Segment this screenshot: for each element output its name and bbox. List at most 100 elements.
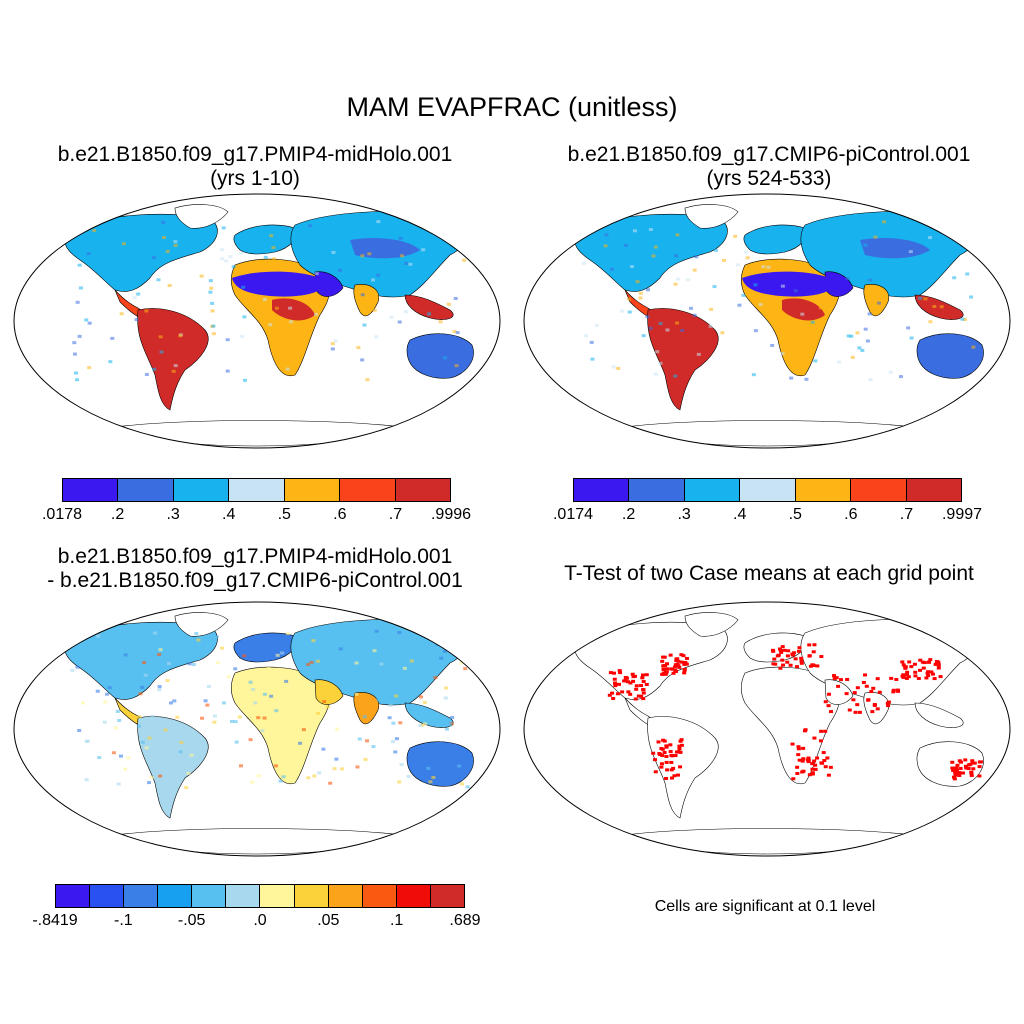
significant-cell [796, 753, 801, 757]
significant-cell [782, 648, 787, 652]
colorbar-tick-label: .2 [621, 506, 636, 523]
grid-cell [212, 714, 217, 718]
grid-cell [309, 660, 314, 664]
grid-cell [171, 369, 176, 373]
grid-cell [152, 367, 157, 371]
significant-cell [866, 698, 871, 702]
grid-cell [210, 301, 215, 305]
grid-cell [372, 649, 377, 653]
significant-cell [790, 652, 795, 656]
significant-cell [894, 677, 899, 681]
significant-cell [640, 676, 645, 680]
panel3-title-line1: b.e21.B1850.f09_g17.PMIP4-midHolo.001 [57, 545, 453, 568]
colorbar-tick-label: .1 [389, 912, 404, 929]
grid-cell [272, 257, 277, 261]
significant-cell [904, 673, 909, 677]
grid-cell [736, 263, 741, 267]
significant-cell [664, 776, 669, 780]
significant-cell [623, 678, 628, 682]
grid-cell [271, 246, 276, 250]
colorbar-swatch [226, 885, 261, 907]
grid-cell [360, 254, 365, 258]
grid-cell [334, 757, 339, 761]
significant-cell [673, 754, 678, 758]
significant-cell [617, 669, 622, 673]
grid-cell [376, 220, 381, 224]
grid-cell [107, 686, 112, 690]
grid-cell [857, 346, 862, 350]
significant-cell [936, 666, 941, 670]
significant-cell [607, 693, 612, 697]
grid-cell [399, 763, 404, 767]
significant-cell [806, 756, 811, 760]
significant-cell [608, 671, 613, 675]
grid-cell [448, 228, 453, 232]
grid-cell [780, 352, 785, 356]
grid-cell [203, 699, 208, 703]
land-northAmerica [64, 213, 218, 292]
grid-cell [308, 224, 313, 228]
colorbar-tick-label: .6 [333, 506, 347, 523]
grid-cell [184, 786, 189, 790]
significant-cell [822, 758, 827, 762]
significant-cell [852, 691, 857, 695]
land-northAmerica [64, 621, 218, 700]
significant-cell [929, 670, 934, 674]
grid-cell [123, 653, 128, 657]
grid-cell [92, 229, 97, 233]
grid-cell [87, 321, 92, 325]
grid-cell [136, 724, 141, 728]
colorbar-tick-label: .0174 [552, 506, 594, 523]
significant-cell [826, 773, 831, 777]
grid-cell [753, 329, 758, 333]
grid-cell [709, 307, 714, 311]
grid-cell [409, 659, 414, 663]
significant-cell [793, 657, 798, 661]
grid-cell [396, 254, 401, 258]
grid-cell [908, 250, 913, 254]
grid-cell [256, 716, 261, 720]
grid-cell [322, 700, 327, 704]
land-antarctica [109, 420, 411, 447]
grid-cell [75, 300, 80, 304]
grid-cell [77, 728, 82, 732]
significant-cell [907, 660, 912, 664]
grid-cell [408, 666, 413, 670]
grid-cell [144, 746, 149, 750]
grid-cell [868, 278, 873, 282]
panel2-title-line2: (yrs 524-533) [706, 167, 832, 190]
significant-cell [651, 751, 656, 755]
grid-cell [638, 291, 643, 295]
grid-cell [632, 229, 637, 233]
grid-cell [391, 721, 396, 725]
land-greenland [684, 612, 739, 637]
significant-cell [963, 758, 968, 762]
significant-cell [799, 656, 804, 660]
grid-cell [363, 757, 368, 761]
grid-cell [225, 369, 230, 373]
significant-cell [673, 663, 678, 667]
grid-cell [103, 700, 108, 704]
grid-cell [269, 694, 274, 698]
grid-cell [863, 243, 868, 247]
land-arabia [314, 679, 344, 705]
grid-cell [331, 250, 336, 254]
land-newZealand [487, 782, 495, 795]
grid-cell [330, 347, 335, 351]
significant-cell [828, 765, 833, 769]
grid-cell [95, 689, 100, 693]
grid-cell [134, 318, 139, 322]
significant-cell [903, 665, 908, 669]
grid-cell [126, 756, 131, 760]
significant-cell [845, 677, 850, 681]
significant-cell [799, 661, 804, 665]
grid-cell [266, 666, 271, 670]
significant-cell [679, 653, 684, 657]
map-border [13, 601, 501, 857]
grid-cell [115, 709, 120, 713]
grid-cell [262, 298, 267, 302]
grid-cell [236, 682, 241, 686]
grid-cell [708, 324, 713, 328]
significant-cell [925, 671, 930, 675]
significant-cell [671, 671, 676, 675]
